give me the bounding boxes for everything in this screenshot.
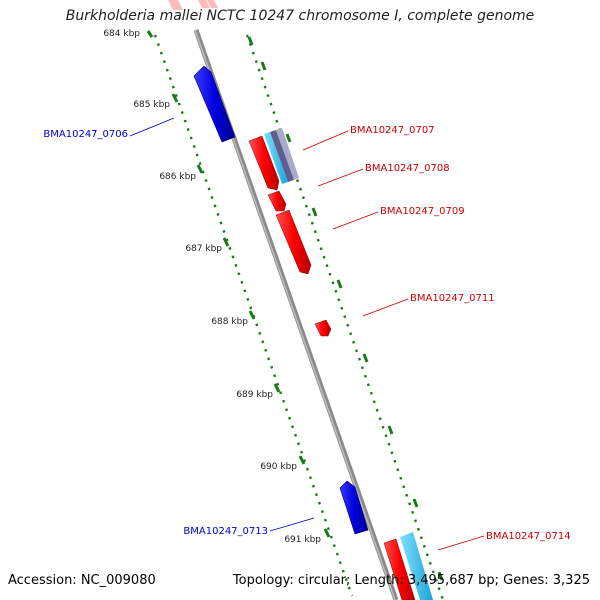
tick-label-687: 687 kbp xyxy=(185,244,222,254)
tick-label-686: 686 kbp xyxy=(159,172,196,182)
tick-label-688: 688 kbp xyxy=(211,317,248,327)
tick-label-690: 690 kbp xyxy=(260,462,297,472)
gene-bma10247-0708-arrow[interactable] xyxy=(267,190,287,212)
gene-bma10247-0713-arrow[interactable] xyxy=(339,480,369,535)
gene-label-0706[interactable]: BMA10247_0706 xyxy=(43,129,128,140)
tick-label-689: 689 kbp xyxy=(236,390,273,400)
map-title: Burkholderia mallei NCTC 10247 chromosom… xyxy=(65,8,535,24)
forward-strand-dot-line xyxy=(245,34,445,600)
gene-label-0713[interactable]: BMA10247_0713 xyxy=(183,526,268,537)
label-leader-lines xyxy=(129,117,485,551)
top-fade-genes xyxy=(168,0,218,10)
accession-label: Accession: NC_009080 xyxy=(8,573,156,588)
gene-label-0708[interactable]: BMA10247_0708 xyxy=(365,163,450,174)
tick-label-685: 685 kbp xyxy=(133,100,170,110)
tick-label-684: 684 kbp xyxy=(103,29,140,39)
gene-bma10247-0709-arrow[interactable] xyxy=(275,209,312,275)
tick-label-691: 691 kbp xyxy=(284,535,321,545)
gene-label-0707[interactable]: BMA10247_0707 xyxy=(350,125,435,136)
gene-label-0714[interactable]: BMA10247_0714 xyxy=(486,531,571,542)
gene-bma10247-0714-cluster[interactable] xyxy=(383,532,433,600)
major-ticks-right xyxy=(247,36,444,581)
gene-label-0711[interactable]: BMA10247_0711 xyxy=(410,293,495,304)
kbp-tick-labels: 684 kbp 685 kbp 686 kbp 687 kbp 688 kbp … xyxy=(103,29,321,545)
gene-labels: BMA10247_0706 BMA10247_0707 BMA10247_070… xyxy=(43,125,570,542)
genome-summary: Topology: circular; Length: 3,495,687 bp… xyxy=(232,573,590,588)
major-ticks-left xyxy=(146,30,331,538)
gene-label-0709[interactable]: BMA10247_0709 xyxy=(380,206,465,217)
gene-bma10247-0707-cluster[interactable] xyxy=(248,128,299,191)
gene-bma10247-0706-arrow[interactable] xyxy=(193,65,236,143)
gene-bma10247-0711-arrow[interactable] xyxy=(314,319,332,337)
